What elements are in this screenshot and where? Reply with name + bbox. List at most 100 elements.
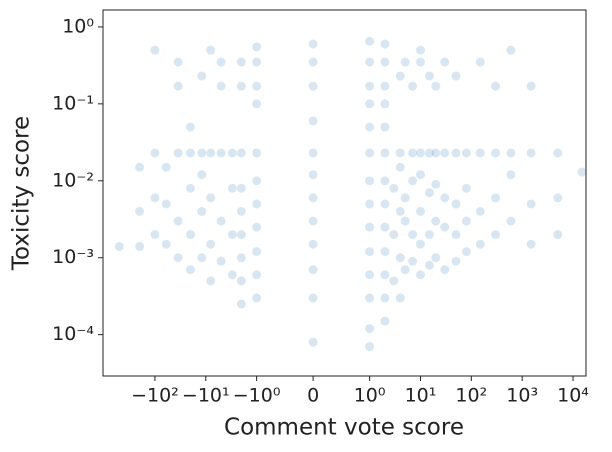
x-tick-label: −10² xyxy=(131,385,179,407)
points xyxy=(114,36,587,352)
point xyxy=(364,98,375,109)
x-tick-label: 0 xyxy=(307,385,319,407)
point xyxy=(505,45,516,55)
point xyxy=(400,192,411,203)
point xyxy=(490,81,501,92)
point xyxy=(451,148,461,158)
y-tick-label: 10⁰ xyxy=(62,15,94,37)
point xyxy=(236,299,247,309)
point xyxy=(430,148,441,158)
point xyxy=(439,148,450,158)
point xyxy=(451,199,461,209)
point xyxy=(236,81,247,92)
point xyxy=(173,252,184,263)
point xyxy=(415,269,426,280)
point xyxy=(552,148,563,158)
point xyxy=(490,229,501,240)
point xyxy=(490,148,501,158)
point xyxy=(308,192,319,203)
point xyxy=(475,57,486,67)
point xyxy=(395,293,406,303)
point xyxy=(216,256,226,267)
point xyxy=(461,148,472,158)
point xyxy=(380,222,390,233)
point xyxy=(150,45,160,55)
point xyxy=(364,36,375,47)
point xyxy=(380,98,390,109)
point xyxy=(364,199,375,209)
point xyxy=(150,192,160,203)
x-tick-label: 10¹ xyxy=(405,385,437,407)
point xyxy=(526,148,537,158)
point xyxy=(430,179,441,190)
point xyxy=(430,81,441,92)
point xyxy=(150,148,160,158)
point xyxy=(205,192,216,203)
point xyxy=(205,239,216,250)
point xyxy=(400,264,411,275)
point xyxy=(161,162,172,173)
point xyxy=(400,57,411,67)
point xyxy=(251,293,262,303)
point xyxy=(216,81,226,92)
point xyxy=(185,264,196,275)
point xyxy=(308,39,319,49)
point xyxy=(308,337,319,347)
point xyxy=(439,222,450,233)
point xyxy=(380,199,390,209)
point xyxy=(380,39,390,49)
point xyxy=(196,252,207,263)
plot-frame xyxy=(102,9,587,377)
point xyxy=(552,229,563,240)
point xyxy=(380,316,390,326)
point xyxy=(308,57,319,67)
point xyxy=(380,81,390,92)
point xyxy=(227,229,238,240)
point xyxy=(251,81,262,92)
point xyxy=(308,293,319,303)
point xyxy=(461,216,472,226)
point xyxy=(439,264,450,275)
point xyxy=(451,229,461,240)
point xyxy=(134,162,145,173)
point xyxy=(251,175,262,186)
point xyxy=(236,148,247,158)
point xyxy=(407,256,418,267)
point xyxy=(236,229,247,240)
point xyxy=(395,162,406,173)
point xyxy=(251,98,262,109)
point xyxy=(308,116,319,126)
point xyxy=(173,216,184,226)
point xyxy=(424,229,435,240)
point xyxy=(216,148,226,158)
point xyxy=(526,239,537,250)
point xyxy=(150,229,160,240)
point xyxy=(415,148,426,158)
point xyxy=(430,252,441,263)
point xyxy=(461,183,472,194)
point xyxy=(308,264,319,275)
y-tick-label: 10⁻³ xyxy=(52,246,94,268)
point xyxy=(407,148,418,158)
point xyxy=(364,122,375,132)
point xyxy=(185,122,196,132)
point xyxy=(308,239,319,250)
y-axis-label: Toxicity score xyxy=(9,116,35,271)
x-tick-label: −10⁰ xyxy=(233,385,281,407)
point xyxy=(216,57,226,67)
point xyxy=(227,183,238,194)
point xyxy=(205,275,216,286)
y-tick-label: 10⁻¹ xyxy=(52,92,94,114)
point xyxy=(395,71,406,81)
point xyxy=(364,246,375,257)
point xyxy=(173,148,184,158)
point xyxy=(424,71,435,81)
point xyxy=(236,57,247,67)
point xyxy=(364,222,375,233)
point xyxy=(196,148,207,158)
point xyxy=(380,148,390,158)
point xyxy=(526,199,537,209)
point xyxy=(415,239,426,250)
point xyxy=(114,241,125,252)
point xyxy=(134,241,145,252)
